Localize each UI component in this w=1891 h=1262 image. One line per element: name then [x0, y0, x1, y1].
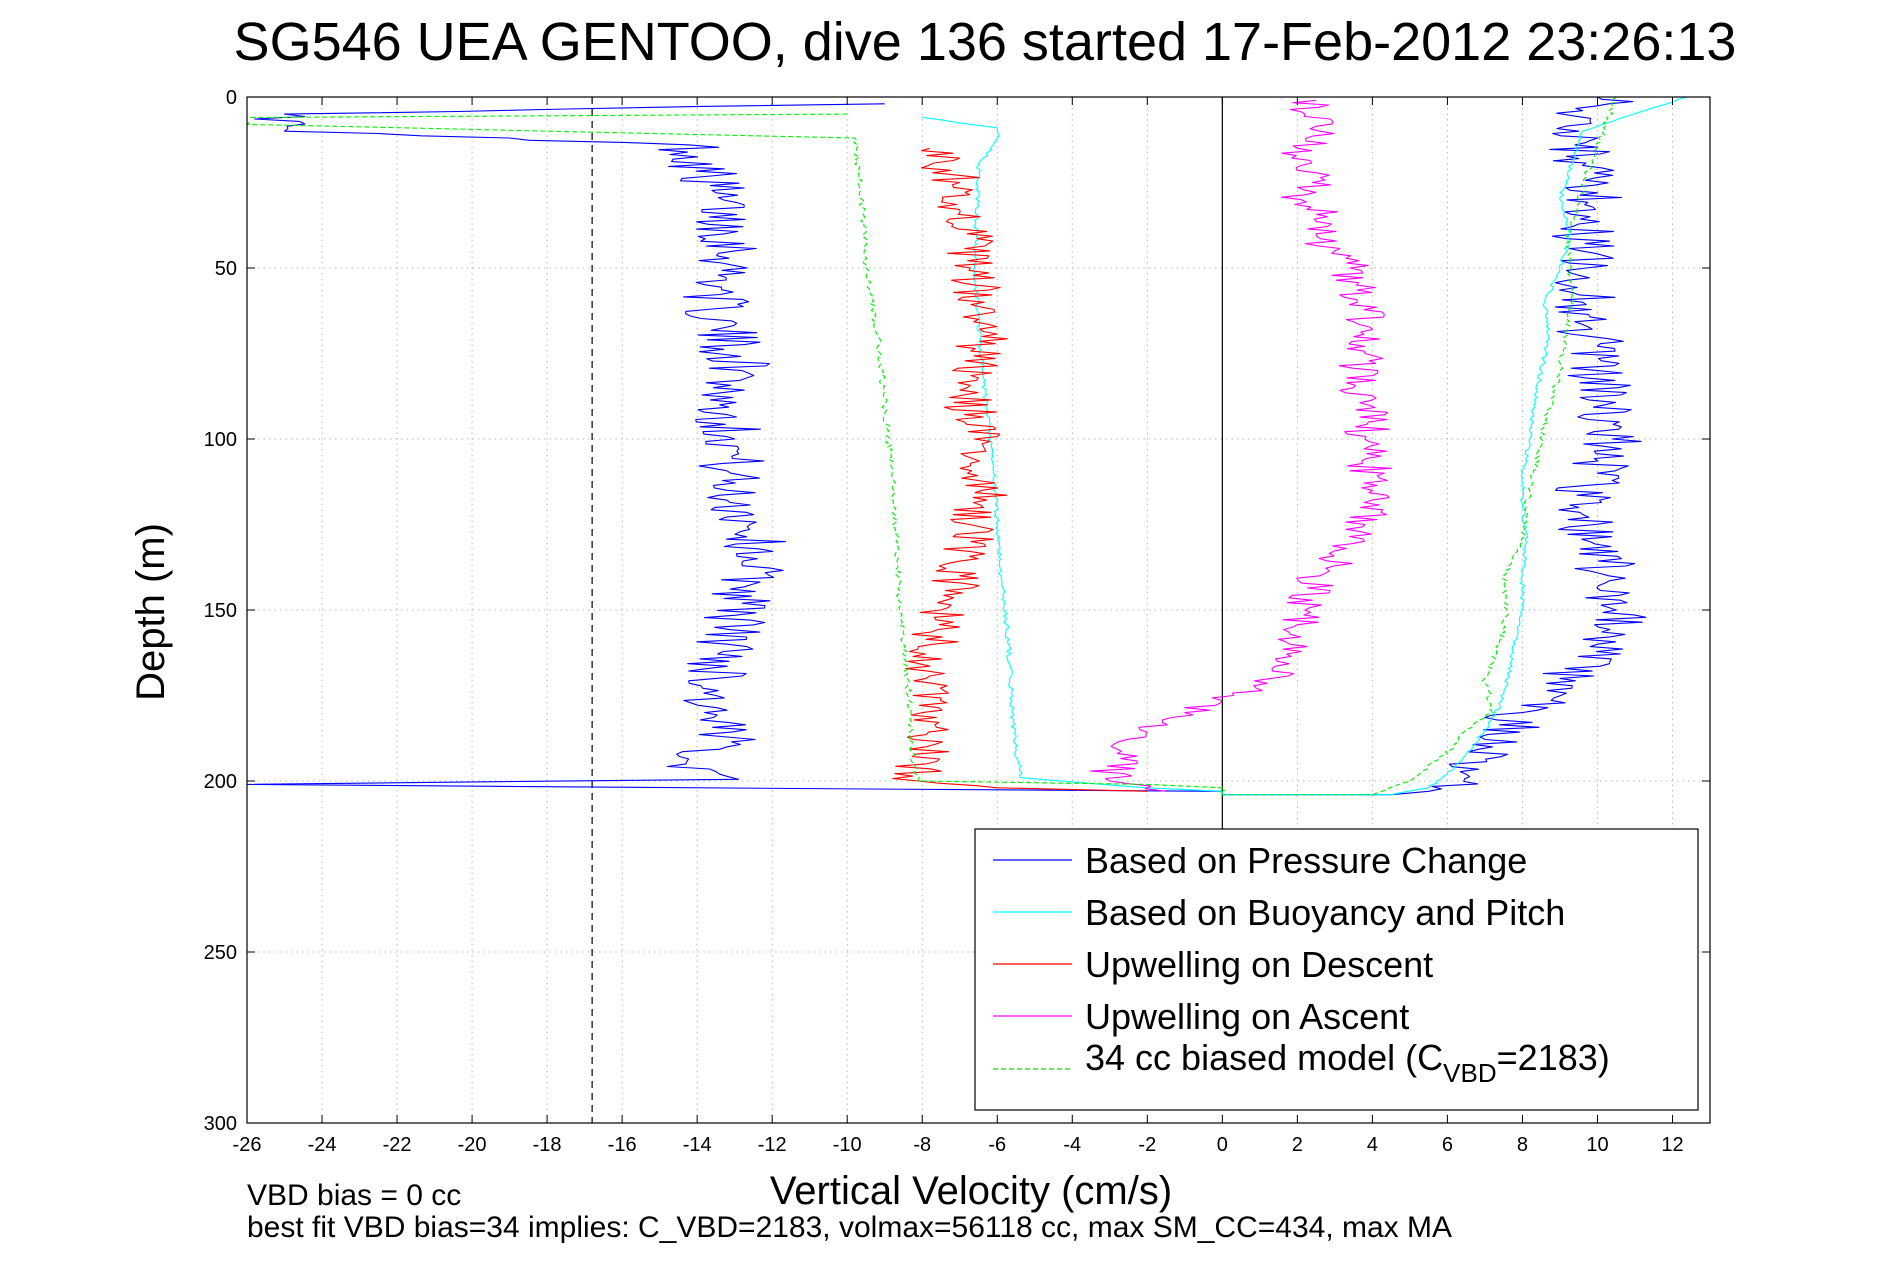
y-tick-label: 200 [204, 771, 237, 793]
legend-box [974, 828, 1699, 1111]
x-tick-label: -8 [913, 1134, 931, 1156]
x-tick-label: 10 [1586, 1134, 1608, 1156]
series-line-1 [922, 97, 1688, 796]
chart-title: SG546 UEA GENTOO, dive 136 started 17-Fe… [234, 12, 1737, 72]
x-tick-label: -16 [608, 1134, 637, 1156]
x-tick-label: 0 [1217, 1134, 1228, 1156]
legend-entry-label: Upwelling on Descent [1085, 944, 1433, 985]
series-line-0 [247, 97, 1647, 796]
x-tick-label: 2 [1292, 1134, 1303, 1156]
reference-lines [591, 97, 1223, 1123]
legend-entry-label: 34 cc biased model (CVBD=2183) [1085, 1037, 1610, 1088]
x-tick-label: -24 [308, 1134, 337, 1156]
x-tick-label: -10 [833, 1134, 862, 1156]
y-tick-label: 0 [226, 87, 237, 109]
axis-ticks: -26 -24 -22 -20 -18 -16 -14 -12 -10 -8 -6 -4 -2 0 2 4 6 8… [204, 87, 1710, 1156]
x-tick-label: -4 [1063, 1134, 1081, 1156]
x-tick-label: -22 [383, 1134, 412, 1156]
series-line-4 [247, 97, 1617, 796]
series-layer [247, 97, 1688, 796]
x-tick-label: 6 [1442, 1134, 1453, 1156]
y-axis-label: Depth (m) [129, 523, 173, 701]
x-tick-label: -6 [988, 1134, 1006, 1156]
y-tick-label: 300 [204, 1113, 237, 1135]
x-tick-label: -12 [758, 1134, 787, 1156]
x-tick-label: -18 [533, 1134, 562, 1156]
x-tick-label: -26 [233, 1134, 262, 1156]
y-tick-label: 50 [215, 258, 237, 280]
legend-entry-label: Based on Pressure Change [1085, 840, 1527, 881]
x-tick-label: -14 [683, 1134, 712, 1156]
x-tick-label: -2 [1138, 1134, 1156, 1156]
legend: Based on Pressure Change Based on Buoyanc… [974, 828, 1699, 1111]
x-tick-label: 4 [1367, 1134, 1378, 1156]
y-tick-label: 250 [204, 942, 237, 964]
series-line-3 [1090, 99, 1393, 792]
y-tick-label: 150 [204, 600, 237, 622]
x-tick-label: -20 [458, 1134, 487, 1156]
y-tick-label: 100 [204, 429, 237, 451]
best-fit-note: best fit VBD bias=34 implies: C_VBD=2183… [247, 1211, 1452, 1244]
vbd-bias-note: VBD bias = 0 cc [247, 1179, 461, 1212]
x-tick-label: 12 [1661, 1134, 1683, 1156]
series-line-2 [892, 147, 1148, 792]
legend-entry-label: Based on Buoyancy and Pitch [1085, 892, 1565, 933]
legend-entry-label: Upwelling on Ascent [1085, 996, 1409, 1037]
x-axis-label: Vertical Velocity (cm/s) [770, 1169, 1172, 1213]
x-tick-label: 8 [1517, 1134, 1528, 1156]
